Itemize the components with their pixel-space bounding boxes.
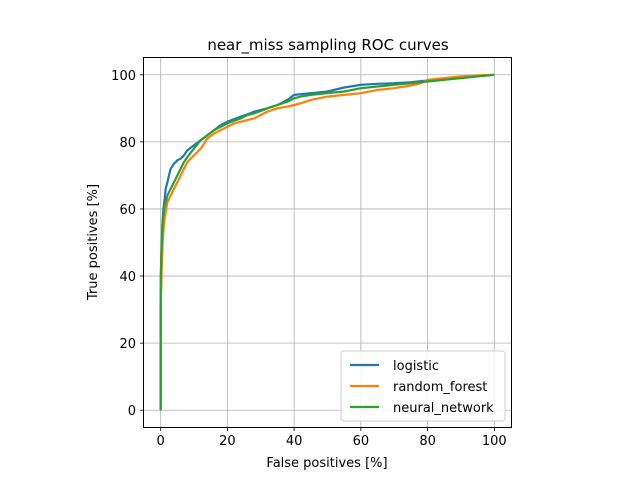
y-tick-label: 60 <box>119 203 136 218</box>
y-tick-label: 80 <box>119 136 136 151</box>
x-tick-label: 100 <box>482 434 507 449</box>
roc-curve-neural-network <box>159 73 495 411</box>
y-tick-label: 100 <box>111 69 136 84</box>
x-tick-label: 60 <box>353 434 370 449</box>
roc-curves <box>159 73 495 411</box>
x-tick-label: 40 <box>286 434 303 449</box>
x-tick-label: 20 <box>219 434 236 449</box>
y-tick-label: 40 <box>119 270 136 285</box>
plot-frame <box>143 57 512 428</box>
legend-box <box>340 350 506 422</box>
legend-label: neural_network <box>393 401 494 416</box>
y-tick-label: 0 <box>128 404 136 419</box>
x-tick-label: 80 <box>419 434 436 449</box>
x-axis-title: False positives [%] <box>266 456 387 471</box>
y-tick-label: 20 <box>119 337 136 352</box>
chart-title: near_miss sampling ROC curves <box>207 36 449 55</box>
x-tick-label: 0 <box>157 434 165 449</box>
legend-label: random_forest <box>393 380 487 395</box>
roc-curve-random-forest <box>159 73 495 411</box>
axis-ticks: 0 20 40 60 80 100 0 20 40 60 80 100 <box>111 69 507 449</box>
roc-curve-logistic <box>159 73 495 411</box>
legend-label: logistic <box>393 359 439 374</box>
legend: logistic random_forest neural_network <box>340 350 506 422</box>
y-axis-title: True positives [%] <box>86 184 101 301</box>
